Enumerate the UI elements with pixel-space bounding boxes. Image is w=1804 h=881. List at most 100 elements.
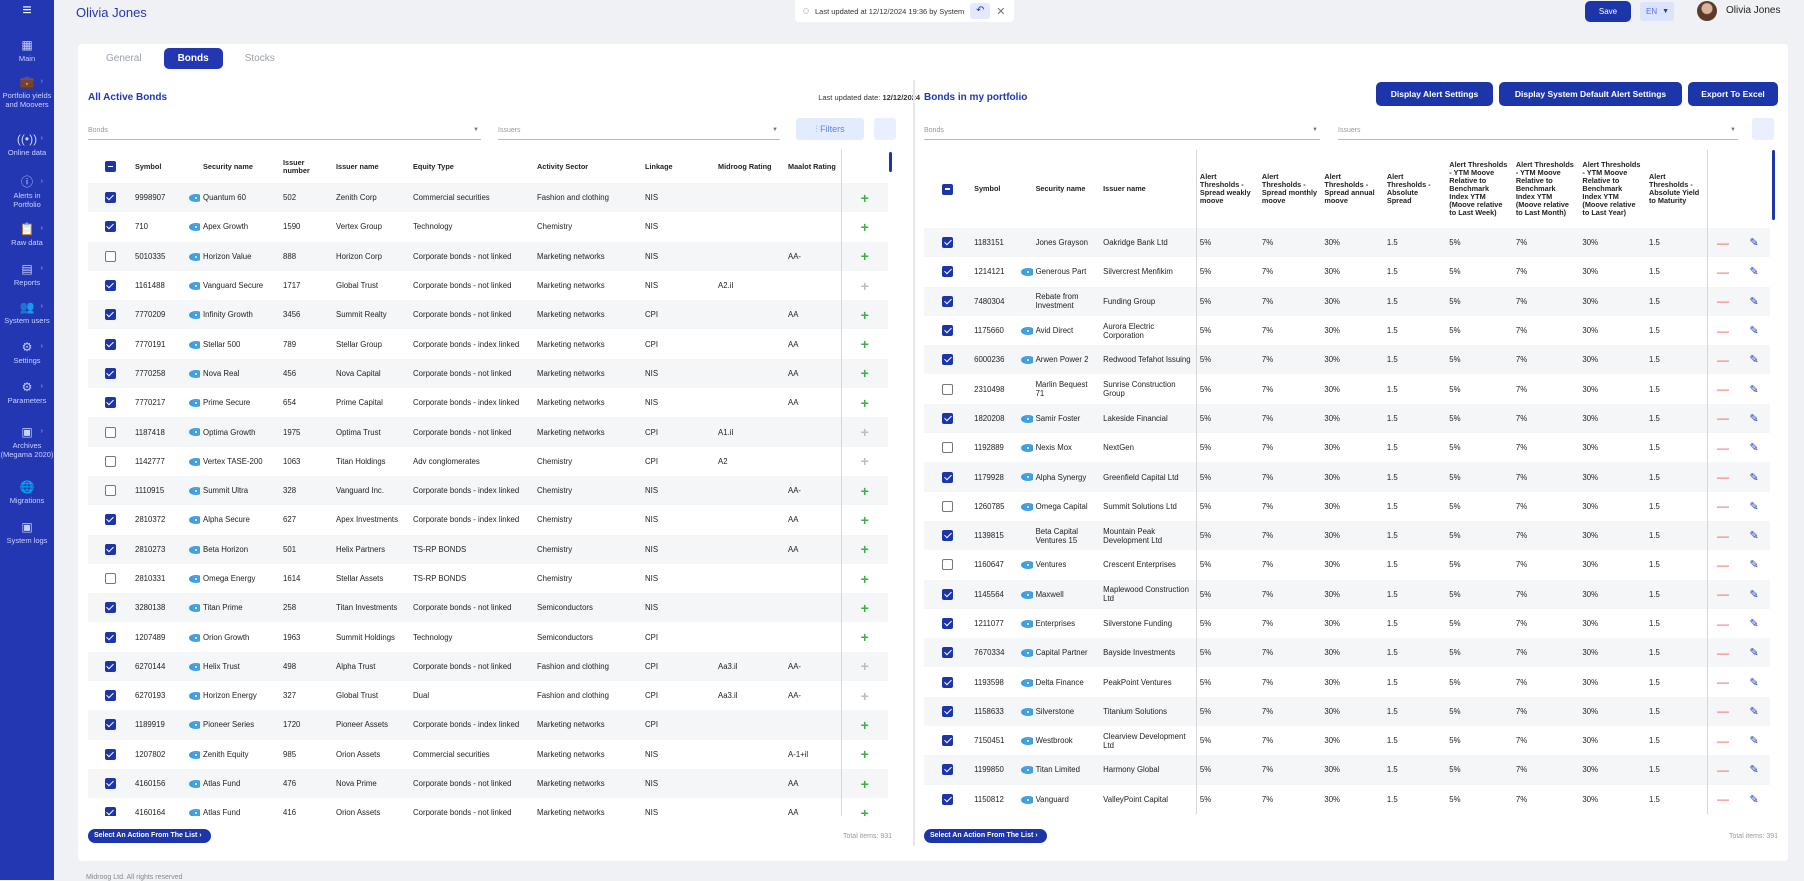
row-checkbox[interactable] — [942, 237, 954, 249]
remove-icon[interactable]: — — [1717, 645, 1730, 660]
row-checkbox[interactable] — [104, 573, 116, 584]
row-checkbox[interactable] — [104, 631, 116, 643]
row-checkbox[interactable] — [104, 426, 116, 438]
row-checkbox[interactable] — [104, 397, 116, 409]
add-icon[interactable]: + — [860, 687, 869, 704]
eye-icon[interactable] — [1021, 561, 1033, 570]
remove-icon[interactable]: — — [1717, 382, 1730, 397]
row-checkbox[interactable] — [104, 807, 116, 816]
eye-icon[interactable] — [189, 633, 201, 642]
table-row[interactable]: 1145564 Maxwell Maplewood Construction Ltd… — [924, 579, 1770, 609]
row-checkbox[interactable] — [942, 793, 954, 805]
row-checkbox[interactable] — [942, 354, 954, 366]
eye-icon[interactable] — [1021, 590, 1033, 599]
user-name[interactable]: Olivia Jones — [1726, 5, 1781, 16]
table-row[interactable]: 1207802 Zenith Equity 985 Orion Assets Comme… — [88, 739, 888, 769]
add-icon[interactable]: + — [860, 716, 869, 733]
right-action-button[interactable]: Select An Action From The List › — [924, 829, 1047, 843]
table-row[interactable]: 6270144 Helix Trust 498 Alpha Trust Corporat… — [88, 651, 889, 682]
edit-icon[interactable]: ✎ — [1749, 237, 1759, 250]
row-checkbox[interactable] — [104, 660, 116, 672]
table-row[interactable]: 1110915 Summit Ultra 328 Vanguard Inc. Corpo… — [88, 475, 889, 506]
add-icon[interactable]: + — [860, 424, 869, 441]
issuers-select[interactable]: Issuers ▼ — [1338, 124, 1738, 140]
row-checkbox[interactable] — [942, 676, 954, 688]
remove-icon[interactable]: — — [1717, 792, 1730, 807]
columns-button[interactable] — [874, 118, 896, 140]
row-checkbox[interactable] — [104, 367, 116, 379]
table-row[interactable]: 1160647 Ventures Crescent Enterprises 5% 7% 3… — [924, 550, 1770, 580]
eye-icon[interactable] — [1021, 473, 1033, 482]
add-icon[interactable]: + — [860, 746, 869, 763]
eye-icon[interactable] — [1021, 326, 1033, 335]
remove-icon[interactable]: — — [1717, 235, 1730, 250]
row-checkbox[interactable] — [942, 647, 954, 659]
row-checkbox[interactable] — [942, 705, 954, 717]
add-icon[interactable]: + — [860, 248, 869, 265]
remove-icon[interactable]: — — [1717, 264, 1730, 279]
eye-icon[interactable] — [1021, 414, 1033, 423]
add-icon[interactable]: + — [860, 336, 869, 353]
row-checkbox[interactable] — [942, 325, 954, 337]
export-to-excel-button[interactable]: Export To Excel — [1688, 82, 1778, 106]
remove-icon[interactable]: — — [1717, 733, 1730, 748]
table-row[interactable]: 1820208 Samir Foster Lakeside Financial 5% 7… — [924, 403, 1770, 434]
table-row[interactable]: 1183151 Jones Grayson Oakridge Bank Ltd 5% 7… — [924, 228, 1770, 258]
eye-icon[interactable] — [1021, 737, 1033, 746]
table-row[interactable]: 1214121 Generous Part Silvercrest Menfikim… — [924, 257, 1770, 287]
row-checkbox[interactable] — [104, 309, 116, 321]
table-row[interactable]: 1142777 Vertex TASE-200 1063 Titan Holdings… — [88, 446, 888, 476]
eye-icon[interactable] — [1021, 619, 1033, 628]
row-checkbox[interactable] — [942, 471, 954, 483]
undo-icon[interactable]: ↶ — [970, 3, 991, 19]
table-row[interactable]: 2810331 Omega Energy 1614 Stellar Assets TS-… — [88, 563, 888, 594]
edit-icon[interactable]: ✎ — [1749, 266, 1759, 279]
eye-icon[interactable] — [189, 545, 201, 554]
row-checkbox[interactable] — [104, 455, 116, 467]
language-select[interactable]: EN ▼ — [1640, 2, 1674, 21]
eye-icon[interactable] — [189, 750, 201, 759]
table-row[interactable]: 1193598 Delta Finance PeakPoint Ventures 5%… — [924, 667, 1770, 697]
eye-icon[interactable] — [189, 604, 201, 613]
edit-icon[interactable]: ✎ — [1749, 442, 1759, 455]
save-button[interactable]: Save — [1585, 1, 1631, 22]
remove-icon[interactable]: — — [1717, 470, 1730, 485]
add-icon[interactable]: + — [860, 306, 869, 323]
tab-general[interactable]: General — [106, 53, 142, 64]
close-icon[interactable]: ✕ — [996, 5, 1006, 18]
edit-icon[interactable]: ✎ — [1749, 500, 1759, 513]
table-row[interactable]: 7770258 Nova Real 456 Nova Capital Corporate… — [88, 358, 889, 389]
table-row[interactable]: 7770209 Infinity Growth 3456 Summit Realty C… — [88, 300, 889, 330]
add-icon[interactable]: + — [860, 658, 869, 675]
row-checkbox[interactable] — [104, 514, 116, 526]
sidebar-item-migrations[interactable]: 🌐 Migrations — [0, 480, 54, 505]
remove-icon[interactable]: — — [1717, 587, 1730, 602]
table-row[interactable]: 1260785 Omega Capital Summit Solutions Ltd… — [924, 491, 1770, 521]
row-checkbox[interactable] — [942, 442, 954, 454]
table-row[interactable]: 1211077 Enterprises Silverstone Funding 5% 7… — [924, 608, 1770, 639]
display-default-alert-settings-button[interactable]: Display System Default Alert Settings — [1499, 82, 1682, 106]
remove-icon[interactable]: — — [1717, 675, 1730, 690]
eye-icon[interactable] — [189, 399, 201, 408]
table-row[interactable]: 1189919 Pioneer Series 1720 Pioneer Assets C… — [88, 710, 889, 740]
row-checkbox[interactable] — [942, 735, 954, 747]
table-row[interactable]: 1192889 Nexis Mox NextGen 5% 7% 30% 1.5 5% 7% 30%… — [924, 433, 1770, 463]
table-row[interactable]: 6000236 Arwen Power 2 Redwood Tefahot Issu… — [924, 345, 1770, 375]
eye-icon[interactable] — [1021, 444, 1033, 453]
remove-icon[interactable]: — — [1717, 440, 1730, 455]
table-row[interactable]: 4160164 Atlas Fund 416 Orion Assets Corporat… — [88, 798, 888, 816]
filters-button[interactable]: ⫶ Filters — [796, 118, 864, 140]
eye-icon[interactable] — [1021, 766, 1033, 775]
scrollbar[interactable] — [889, 152, 892, 172]
row-checkbox[interactable] — [942, 530, 954, 542]
remove-icon[interactable]: — — [1717, 528, 1730, 543]
add-icon[interactable]: + — [860, 511, 869, 528]
row-checkbox[interactable] — [104, 690, 116, 702]
edit-icon[interactable]: ✎ — [1749, 295, 1759, 308]
edit-icon[interactable]: ✎ — [1749, 705, 1759, 718]
eye-icon[interactable] — [189, 194, 201, 203]
table-row[interactable]: 7480304 Rebate from Investment Funding Gro… — [924, 286, 1770, 316]
sidebar-item-reports[interactable]: ▤ › Reports — [0, 262, 54, 287]
edit-icon[interactable]: ✎ — [1749, 325, 1759, 338]
remove-icon[interactable]: — — [1717, 762, 1730, 777]
